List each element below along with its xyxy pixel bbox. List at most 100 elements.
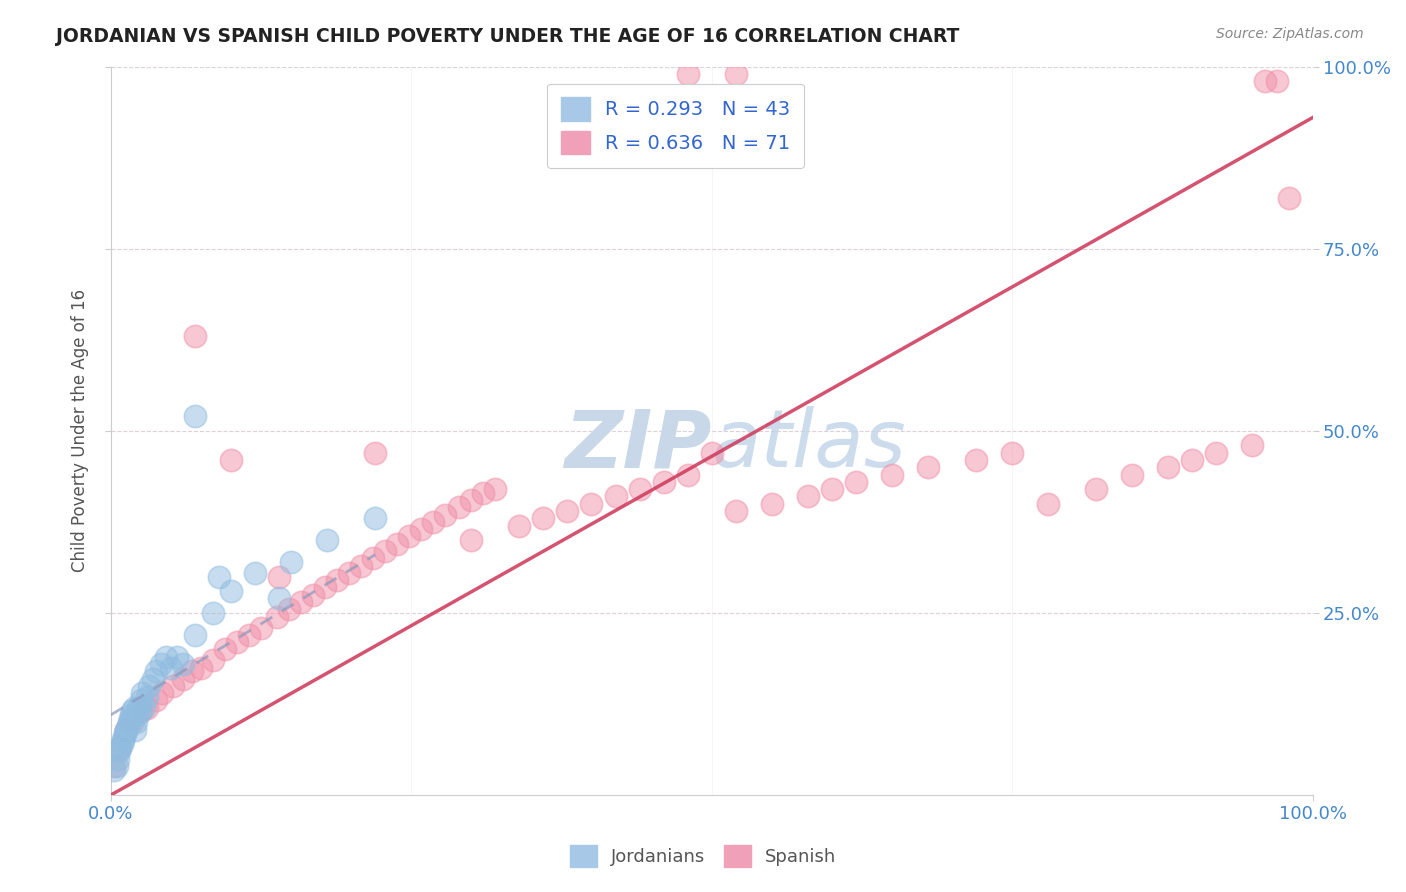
Point	[166, 649, 188, 664]
Point	[1121, 467, 1143, 482]
Point	[160, 660, 183, 674]
Point	[138, 679, 160, 693]
Text: ZIP: ZIP	[564, 407, 711, 484]
Point	[184, 329, 207, 343]
Point	[117, 719, 139, 733]
Point	[821, 482, 844, 496]
Point	[125, 715, 148, 730]
Point	[134, 700, 156, 714]
Point	[917, 460, 939, 475]
Point	[243, 566, 266, 580]
Point	[761, 497, 783, 511]
Point	[172, 672, 194, 686]
Point	[422, 515, 444, 529]
Point	[238, 628, 260, 642]
Point	[724, 504, 747, 518]
Point	[105, 759, 128, 773]
Point	[484, 482, 506, 496]
Text: atlas: atlas	[711, 407, 907, 484]
Point	[219, 584, 242, 599]
Point	[1265, 74, 1288, 88]
Point	[190, 660, 212, 674]
Point	[110, 740, 132, 755]
Point	[135, 700, 157, 714]
Point	[277, 602, 299, 616]
Point	[129, 693, 152, 707]
Point	[201, 653, 224, 667]
Point	[652, 475, 675, 489]
Point	[152, 686, 174, 700]
Point	[124, 723, 146, 737]
Point	[267, 569, 290, 583]
Point	[145, 693, 167, 707]
Point	[267, 591, 290, 606]
Point	[142, 672, 165, 686]
Point	[398, 529, 420, 543]
Point	[121, 704, 143, 718]
Point	[131, 686, 153, 700]
Point	[364, 445, 387, 459]
Y-axis label: Child Poverty Under the Age of 16: Child Poverty Under the Age of 16	[72, 289, 89, 573]
Point	[115, 723, 138, 737]
Point	[628, 482, 651, 496]
Point	[172, 657, 194, 671]
Point	[350, 558, 373, 573]
Point	[700, 445, 723, 459]
Point	[314, 581, 336, 595]
Point	[214, 642, 236, 657]
Point	[111, 733, 134, 747]
Point	[184, 409, 207, 424]
Point	[316, 533, 339, 547]
Point	[361, 551, 384, 566]
Point	[965, 453, 987, 467]
Point	[1253, 74, 1275, 88]
Point	[533, 511, 555, 525]
Point	[1205, 445, 1227, 459]
Point	[409, 522, 432, 536]
Point	[184, 628, 207, 642]
Legend: R = 0.293   N = 43, R = 0.636   N = 71: R = 0.293 N = 43, R = 0.636 N = 71	[547, 84, 804, 168]
Point	[118, 712, 141, 726]
Point	[129, 704, 152, 718]
Point	[433, 508, 456, 522]
Point	[103, 763, 125, 777]
Point	[162, 679, 184, 693]
Point	[508, 518, 530, 533]
Point	[676, 467, 699, 482]
Point	[145, 664, 167, 678]
Point	[385, 537, 408, 551]
Point	[120, 707, 142, 722]
Point	[364, 511, 387, 525]
Point	[1085, 482, 1108, 496]
Point	[460, 533, 482, 547]
Point	[880, 467, 903, 482]
Point	[301, 588, 323, 602]
Point	[250, 620, 273, 634]
Point	[110, 737, 132, 751]
Point	[201, 606, 224, 620]
Text: JORDANIAN VS SPANISH CHILD POVERTY UNDER THE AGE OF 16 CORRELATION CHART: JORDANIAN VS SPANISH CHILD POVERTY UNDER…	[56, 27, 960, 45]
Point	[797, 489, 820, 503]
Point	[724, 67, 747, 81]
Point	[150, 657, 173, 671]
Point	[1277, 191, 1299, 205]
Point	[581, 497, 603, 511]
Point	[460, 493, 482, 508]
Point	[1001, 445, 1024, 459]
Point	[181, 664, 204, 678]
Legend: Jordanians, Spanish: Jordanians, Spanish	[562, 838, 844, 874]
Point	[155, 649, 177, 664]
Point	[1181, 453, 1204, 467]
Point	[127, 700, 149, 714]
Point	[374, 544, 396, 558]
Point	[325, 573, 347, 587]
Point	[605, 489, 627, 503]
Point	[472, 485, 495, 500]
Point	[290, 595, 312, 609]
Point	[266, 609, 288, 624]
Point	[112, 730, 135, 744]
Point	[135, 690, 157, 704]
Point	[557, 504, 579, 518]
Point	[280, 555, 302, 569]
Text: Source: ZipAtlas.com: Source: ZipAtlas.com	[1216, 27, 1364, 41]
